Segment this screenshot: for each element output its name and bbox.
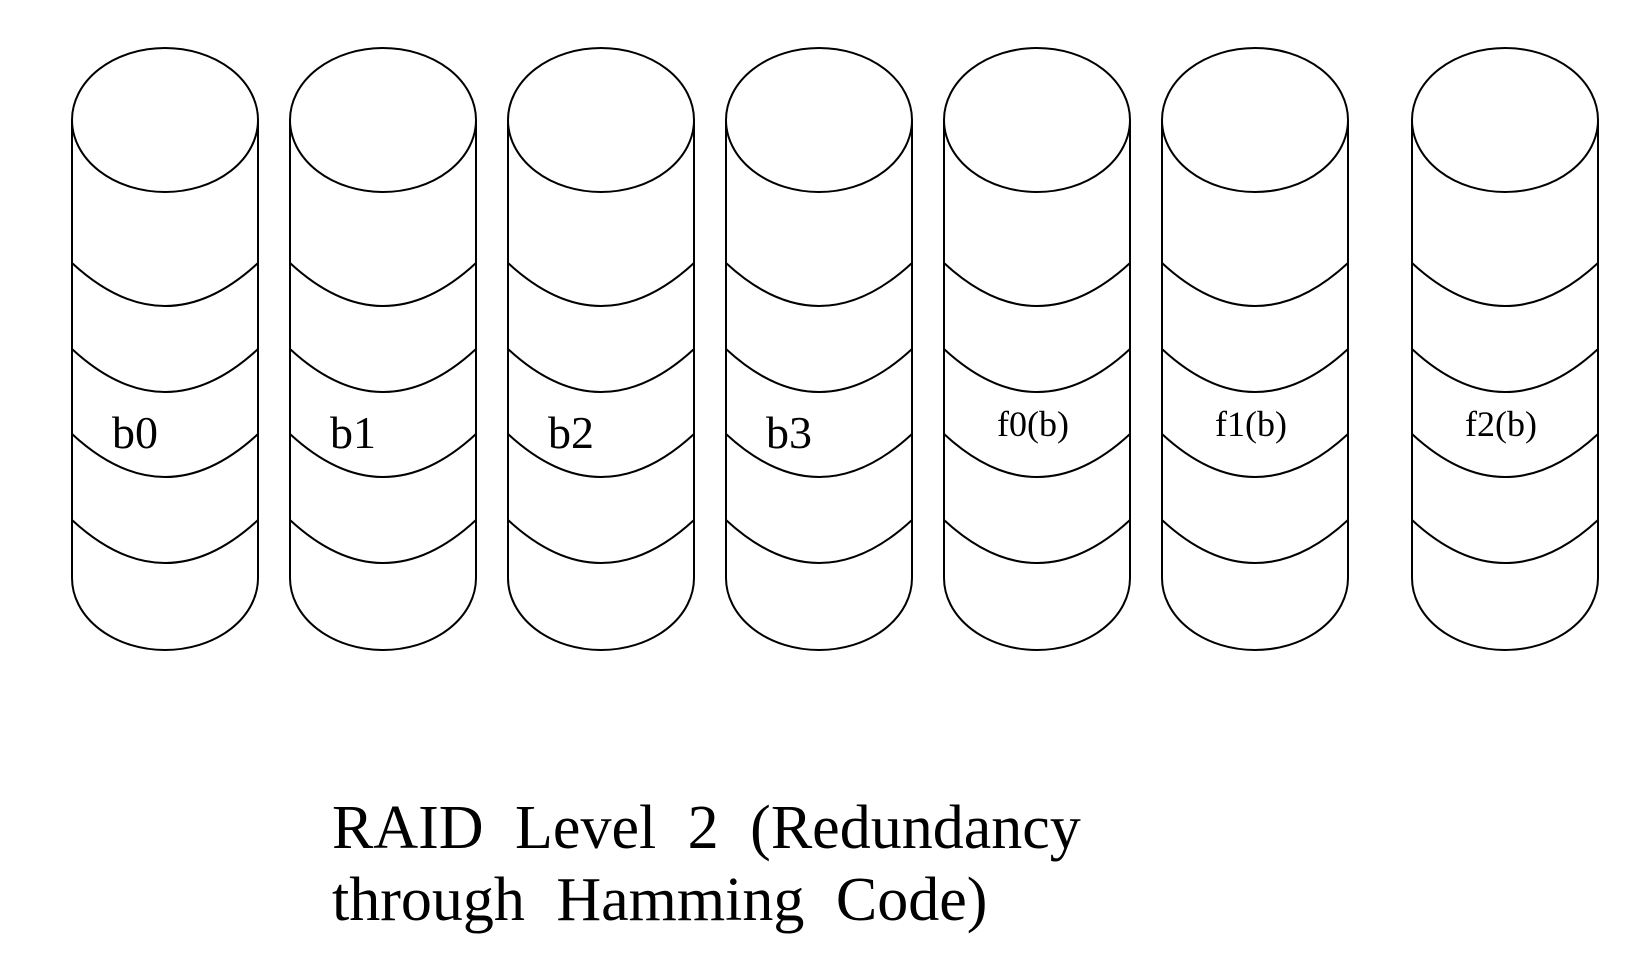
disk-b2: b2 xyxy=(507,47,695,651)
disk-top xyxy=(289,47,477,193)
disk-stripe xyxy=(289,433,477,478)
disk-body xyxy=(507,120,695,651)
disk-label: f1(b) xyxy=(1215,404,1287,444)
disk-stripe xyxy=(943,262,1131,307)
disk-body xyxy=(71,120,259,651)
disk-label: f2(b) xyxy=(1465,404,1537,444)
disk-b0: b0 xyxy=(71,47,259,651)
disk-stripe xyxy=(507,519,695,564)
disk-stripe xyxy=(507,348,695,393)
disk-stripe xyxy=(289,262,477,307)
disk-f0b: f0(b) xyxy=(943,47,1131,651)
disk-label: b2 xyxy=(548,407,594,458)
disk-label: b0 xyxy=(112,407,158,458)
disk-label: b1 xyxy=(330,407,376,458)
disk-label: b3 xyxy=(766,407,812,458)
disk-body xyxy=(943,120,1131,651)
caption-line-1: RAID Level 2 (Redundancy xyxy=(332,794,1081,862)
disk-stripe xyxy=(507,262,695,307)
disk-f1b: f1(b) xyxy=(1161,47,1349,651)
disk-b1: b1 xyxy=(289,47,477,651)
disk-body xyxy=(1161,120,1349,651)
disk-top xyxy=(507,47,695,193)
disk-stripe xyxy=(289,348,477,393)
disk-top xyxy=(71,47,259,193)
disk-stripe xyxy=(507,433,695,478)
disk-stripe xyxy=(71,433,259,478)
disk-b3: b3 xyxy=(725,47,913,651)
disk-label: f0(b) xyxy=(997,404,1069,444)
disk-stripe xyxy=(71,519,259,564)
disk-top xyxy=(1161,47,1349,193)
disk-array: b0 b1 b2 b3 f0(b) f1(b) f2(b) xyxy=(71,47,1599,651)
disk-top xyxy=(943,47,1131,193)
disk-body xyxy=(289,120,477,651)
disk-stripe xyxy=(71,348,259,393)
disk-stripe xyxy=(289,519,477,564)
disk-stripe xyxy=(943,433,1131,478)
disk-body xyxy=(1411,120,1599,651)
disk-stripe xyxy=(71,262,259,307)
disk-stripe xyxy=(1411,262,1599,307)
disk-body xyxy=(725,120,913,651)
caption-line-2: through Hamming Code) xyxy=(332,866,988,934)
diagram-caption: RAID Level 2 (Redundancy through Hamming… xyxy=(332,792,1081,936)
disk-stripe xyxy=(1161,348,1349,393)
disk-stripe xyxy=(1411,348,1599,393)
disk-stripe xyxy=(1411,433,1599,478)
disk-stripe xyxy=(1161,519,1349,564)
disk-stripe xyxy=(1161,262,1349,307)
disk-stripe xyxy=(1411,519,1599,564)
disk-top xyxy=(1411,47,1599,193)
disk-stripe xyxy=(1161,433,1349,478)
disk-stripe xyxy=(943,519,1131,564)
disk-stripe xyxy=(943,348,1131,393)
disk-stripe xyxy=(725,519,913,564)
disk-stripe xyxy=(725,262,913,307)
disk-top xyxy=(725,47,913,193)
disk-stripe xyxy=(725,433,913,478)
disk-f2b: f2(b) xyxy=(1411,47,1599,651)
disk-stripe xyxy=(725,348,913,393)
